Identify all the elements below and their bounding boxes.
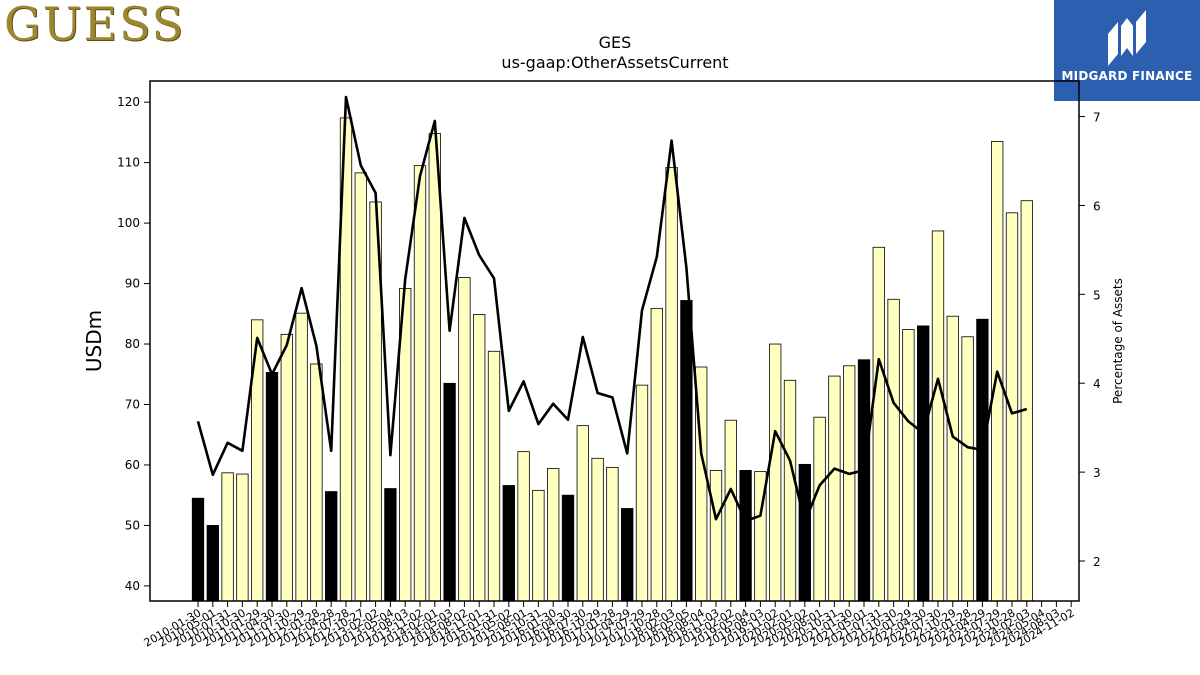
bar — [783, 379, 797, 602]
plot-frame — [149, 80, 1080, 602]
bar — [295, 312, 308, 602]
y-axis-label: USDm — [82, 310, 106, 372]
bar — [680, 300, 693, 602]
bar — [931, 230, 945, 602]
bar — [428, 133, 441, 602]
bar — [857, 359, 871, 602]
bar — [487, 350, 501, 602]
bar — [458, 277, 471, 602]
bar — [635, 384, 649, 602]
bar — [739, 469, 752, 602]
x-axis: 2010-01-302010-05-012010-07-312010-10-30… — [142, 601, 1077, 650]
bar — [443, 382, 456, 602]
bar — [325, 491, 338, 602]
bar — [665, 167, 678, 602]
bar — [769, 343, 782, 602]
y-tick-label: 100 — [117, 216, 140, 230]
bar — [621, 508, 634, 602]
bar — [532, 489, 545, 602]
midgard-emblem-icon — [1108, 10, 1146, 66]
bar — [946, 315, 959, 602]
bar — [813, 416, 826, 602]
left-axis: 40 50 60 70 80 90 100 110 120 — [117, 95, 150, 593]
bar — [310, 363, 323, 602]
bar — [502, 485, 515, 602]
bar — [902, 329, 915, 602]
right-axis: 2 3 4 5 6 7 — [1079, 111, 1101, 569]
y-tick-label: 60 — [125, 458, 140, 472]
bar — [828, 375, 841, 602]
bar — [236, 473, 249, 602]
guess-logo: GUESS — [4, 0, 186, 51]
y-tick-label: 40 — [125, 579, 140, 593]
bar — [709, 469, 723, 602]
bar — [650, 307, 663, 602]
y2-axis-label: Percentage of Assets — [1111, 278, 1125, 404]
bar — [843, 365, 856, 602]
bar — [206, 525, 219, 602]
bar — [976, 318, 989, 602]
bar — [517, 451, 530, 602]
percentage-line — [196, 95, 1028, 524]
y2-tick-label: 3 — [1093, 466, 1101, 480]
bar — [724, 419, 737, 602]
bar — [1020, 200, 1033, 602]
chart-subtitle: us-gaap:OtherAssetsCurrent — [501, 53, 728, 72]
bar — [872, 246, 885, 602]
bar — [384, 488, 397, 602]
bar — [961, 336, 974, 602]
y-tick-label: 50 — [125, 518, 140, 532]
bar — [1005, 212, 1019, 602]
bar — [354, 172, 367, 602]
bar — [280, 333, 293, 602]
y-tick-label: 90 — [125, 277, 140, 291]
bar — [221, 472, 234, 602]
y-tick-label: 110 — [117, 156, 140, 170]
bar — [473, 313, 486, 602]
y-tick-label: 120 — [117, 95, 140, 109]
bar — [591, 457, 604, 602]
chart-title: GES — [599, 33, 632, 52]
y2-tick-label: 4 — [1093, 377, 1101, 391]
y2-tick-label: 2 — [1093, 555, 1101, 569]
y2-tick-label: 5 — [1093, 288, 1101, 302]
bar — [561, 494, 575, 602]
bar — [606, 466, 619, 602]
bar — [917, 325, 930, 602]
line-layer — [196, 95, 1028, 524]
y2-tick-label: 7 — [1093, 111, 1101, 125]
y-tick-label: 80 — [125, 337, 140, 351]
bar — [798, 463, 811, 602]
y2-tick-label: 6 — [1093, 199, 1101, 213]
y-tick-label: 70 — [125, 397, 140, 411]
bar — [547, 468, 560, 602]
bar — [887, 298, 900, 602]
bar — [265, 372, 279, 602]
bar — [413, 165, 427, 602]
bar — [576, 425, 589, 602]
bar — [191, 497, 205, 602]
midgard-brand-text: MIDGARD FINANCE — [1061, 69, 1193, 83]
